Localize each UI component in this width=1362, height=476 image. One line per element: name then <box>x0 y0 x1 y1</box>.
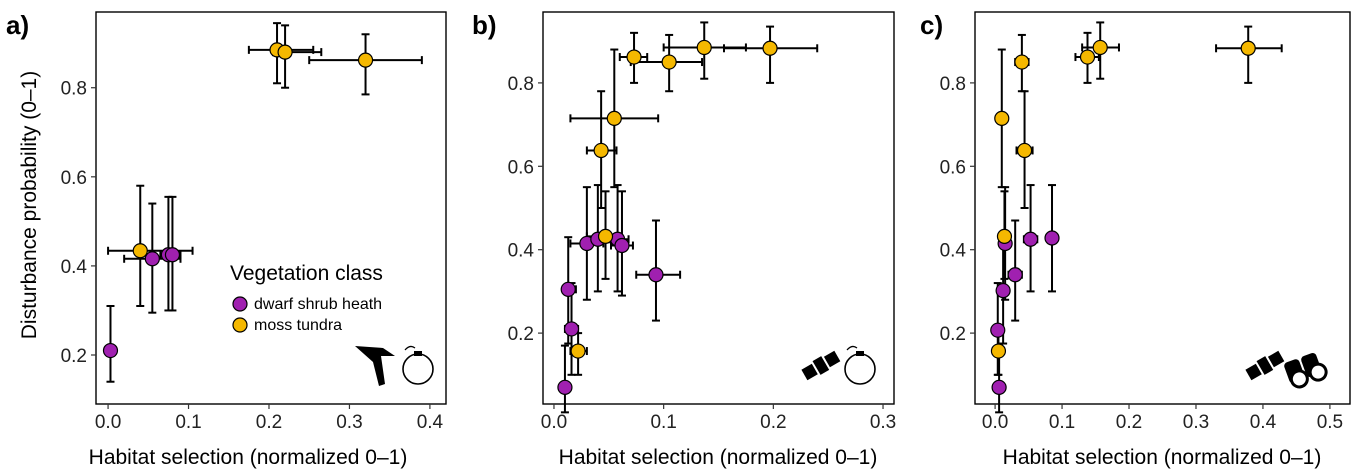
data-point <box>593 142 609 159</box>
x-tick-label: 0.0 <box>982 412 1008 433</box>
data-point <box>132 243 148 259</box>
data-point <box>995 282 1011 299</box>
axis-ticks: 0.0 0.1 0.2 0.3 0.2 0.4 0.6 0.8 <box>508 74 897 433</box>
data-point <box>990 343 1007 359</box>
panel-label: a) <box>6 10 29 40</box>
legend-title: Vegetation class <box>230 262 383 285</box>
y-tick-label: 0.8 <box>508 74 534 95</box>
x-tick-label: 0.2 <box>1116 412 1142 433</box>
legend-label: dwarf shrub heath <box>254 296 382 313</box>
y-tick-label: 0.4 <box>508 241 535 262</box>
data-point <box>606 110 622 126</box>
satellite-and-gps-collar-icon <box>801 345 876 385</box>
y-axis-title: Disturbance probability (0–1) <box>18 71 41 339</box>
data-point <box>996 228 1013 244</box>
data-point <box>990 322 1006 338</box>
legend: Vegetation class dwarf shrub heath moss … <box>230 262 383 334</box>
data-point <box>696 39 712 56</box>
x-tick-label: 0.1 <box>175 412 201 433</box>
data-point <box>1014 54 1030 70</box>
data-point <box>597 228 614 244</box>
y-tick-label: 0.2 <box>61 346 87 367</box>
satellite-and-binoculars-icon <box>1245 350 1328 389</box>
x-axis-title: Habitat selection (normalized 0–1) <box>89 446 408 469</box>
plot-frame <box>95 11 447 405</box>
x-tick-label: 0.0 <box>95 412 121 433</box>
panel-c: c) 0.0 0.1 0.2 0.3 0.4 0.5 0.2 0.4 0.6 0.8 Habita… <box>920 10 1351 469</box>
x-tick-label: 0.4 <box>1250 412 1277 433</box>
legend-swatch <box>232 317 248 333</box>
x-axis-title: Habitat selection (normalized 0–1) <box>1003 446 1322 469</box>
x-tick-label: 0.5 <box>1317 412 1343 433</box>
data-point <box>102 342 119 359</box>
data-point <box>563 321 580 337</box>
y-tick-label: 0.6 <box>940 157 966 178</box>
data-point <box>1007 267 1023 283</box>
data-point <box>1022 231 1039 247</box>
x-tick-label: 0.3 <box>870 412 896 433</box>
data-point <box>1092 39 1108 56</box>
y-tick-label: 0.4 <box>940 241 967 262</box>
axis-ticks: 0.0 0.1 0.2 0.3 0.4 0.2 0.4 0.6 0.8 <box>61 79 444 433</box>
data-point <box>762 40 778 56</box>
panel-b: b) 0.0 0.1 0.2 0.3 0.2 0.4 0.6 0.8 Habitat sele… <box>472 10 896 469</box>
data-point <box>1079 49 1096 65</box>
drone-and-gps-collar-icon <box>355 345 434 386</box>
legend-swatch <box>232 296 248 312</box>
data-point <box>560 281 576 297</box>
y-tick-label: 0.8 <box>940 74 966 95</box>
data-point <box>1044 230 1060 246</box>
data-point <box>557 379 573 395</box>
data-point <box>626 49 642 65</box>
plot-marks <box>102 22 423 383</box>
y-tick-label: 0.2 <box>940 324 966 345</box>
legend-label: moss tundra <box>254 317 342 334</box>
data-point <box>570 343 586 359</box>
y-tick-label: 0.4 <box>61 257 88 278</box>
y-tick-label: 0.6 <box>508 157 534 178</box>
plot-marks <box>557 21 819 414</box>
x-tick-label: 0.3 <box>1183 412 1209 433</box>
x-tick-label: 0.1 <box>1049 412 1075 433</box>
x-axis-title: Habitat selection (normalized 0–1) <box>559 446 878 469</box>
x-tick-label: 0.1 <box>650 412 676 433</box>
data-point <box>144 251 160 267</box>
x-tick-label: 0.0 <box>541 412 567 433</box>
legend-item-moss-tundra: moss tundra <box>232 317 342 334</box>
axis-ticks: 0.0 0.1 0.2 0.3 0.4 0.5 0.2 0.4 0.6 0.8 <box>940 74 1344 433</box>
panel-label: c) <box>920 10 943 40</box>
legend-item-dwarf-shrub-heath: dwarf shrub heath <box>232 296 382 313</box>
plot-frame <box>974 11 1351 405</box>
y-tick-label: 0.6 <box>61 168 87 189</box>
data-point <box>648 267 664 283</box>
data-point <box>994 110 1010 126</box>
data-point <box>1016 142 1033 159</box>
x-tick-label: 0.2 <box>256 412 282 433</box>
panel-label: b) <box>472 10 497 40</box>
x-tick-label: 0.3 <box>336 412 362 433</box>
plot-marks <box>990 21 1283 414</box>
data-point <box>277 44 293 60</box>
plot-frame <box>542 11 895 405</box>
data-point <box>661 54 677 70</box>
data-point <box>1240 40 1256 56</box>
data-point <box>991 379 1007 395</box>
y-tick-label: 0.8 <box>61 79 87 100</box>
y-tick-label: 0.2 <box>508 324 534 345</box>
data-point <box>357 52 374 68</box>
panel-a: a) 0.0 0.1 0.2 0.3 0.4 0.2 0.4 0.6 0.8 Habitat s… <box>6 10 447 469</box>
data-point <box>164 247 181 263</box>
x-tick-label: 0.4 <box>417 412 444 433</box>
x-tick-label: 0.2 <box>760 412 786 433</box>
data-point <box>614 237 630 254</box>
